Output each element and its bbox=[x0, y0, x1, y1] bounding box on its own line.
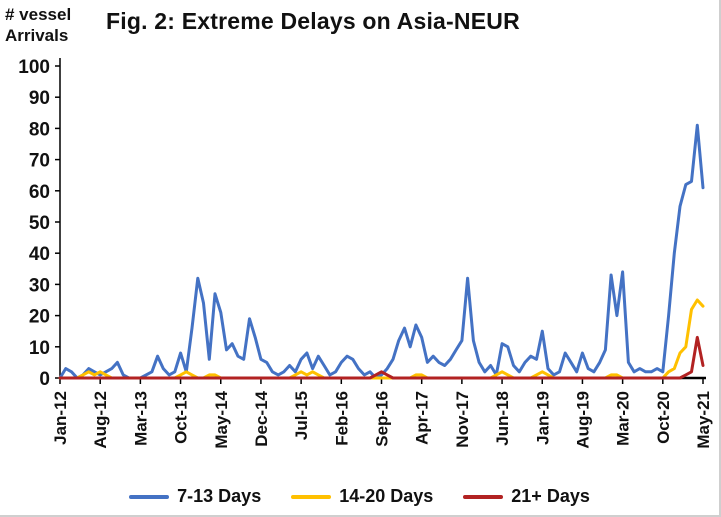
y-tick-label: 20 bbox=[29, 307, 50, 328]
x-tick-label: Mar-13 bbox=[131, 391, 150, 446]
y-tick-label: 60 bbox=[29, 182, 50, 203]
y-tick-label: 70 bbox=[29, 151, 50, 172]
y-tick-label: 90 bbox=[29, 88, 50, 109]
y-tick-label: 0 bbox=[39, 369, 50, 390]
legend-item-7-13-days: 7-13 Days bbox=[129, 486, 261, 507]
series-line-7-13-days bbox=[58, 123, 705, 380]
x-tick-label: Oct-20 bbox=[654, 391, 673, 444]
legend-label-21-plus-days: 21+ Days bbox=[511, 486, 590, 506]
chart-title: Fig. 2: Extreme Delays on Asia-NEUR bbox=[106, 8, 520, 34]
legend-label-14-20-days: 14-20 Days bbox=[339, 486, 434, 506]
x-tick-label: Aug-12 bbox=[91, 391, 110, 449]
x-tick-label: Oct-13 bbox=[172, 391, 191, 444]
chart-legend: 7-13 Days 14-20 Days 21+ Days bbox=[0, 486, 719, 507]
y-tick-label: 40 bbox=[29, 244, 50, 265]
x-tick-label: Feb-16 bbox=[332, 391, 351, 446]
x-tick-label: Mar-20 bbox=[614, 391, 633, 446]
series-line-21-days bbox=[58, 335, 705, 380]
legend-swatch-21-plus-days bbox=[463, 494, 504, 499]
legend-label-7-13-days: 7-13 Days bbox=[177, 486, 262, 506]
x-tick-label: Jan-19 bbox=[533, 391, 552, 445]
x-tick-label: May-21 bbox=[694, 391, 713, 449]
x-tick-label: Aug-19 bbox=[573, 391, 592, 449]
x-tick-label: Jan-12 bbox=[51, 391, 70, 445]
legend-swatch-7-13-days bbox=[129, 494, 170, 499]
y-tick-label: 50 bbox=[29, 213, 50, 234]
y-axis-title-line2: Arrivals bbox=[5, 26, 69, 46]
y-axis-title-line1: # vessel bbox=[5, 5, 72, 24]
x-tick-label: Jul-15 bbox=[292, 391, 311, 440]
y-tick-label: 30 bbox=[29, 275, 50, 296]
legend-item-14-20-days: 14-20 Days bbox=[291, 486, 433, 507]
chart-svg: 0 10 20 30 40 50 60 70 80 90 100 Jan-12 Aug-12 Mar-13… bbox=[18, 57, 713, 449]
x-tick-label: Nov-17 bbox=[453, 391, 472, 448]
x-tick-label: May-14 bbox=[212, 390, 231, 448]
x-tick-label: Apr-17 bbox=[413, 391, 432, 445]
x-tick-label: Dec-14 bbox=[252, 390, 271, 446]
y-tick-label: 100 bbox=[18, 57, 50, 78]
x-tick-label: Jun-18 bbox=[493, 391, 512, 446]
y-axis-title: # vessel Arrivals bbox=[5, 4, 71, 47]
x-tick-label: Sep-16 bbox=[373, 391, 392, 447]
legend-swatch-14-20-days bbox=[291, 494, 332, 499]
y-tick-label: 80 bbox=[29, 119, 50, 140]
y-tick-label: 10 bbox=[29, 338, 50, 359]
legend-item-21-plus-days: 21+ Days bbox=[463, 486, 590, 507]
